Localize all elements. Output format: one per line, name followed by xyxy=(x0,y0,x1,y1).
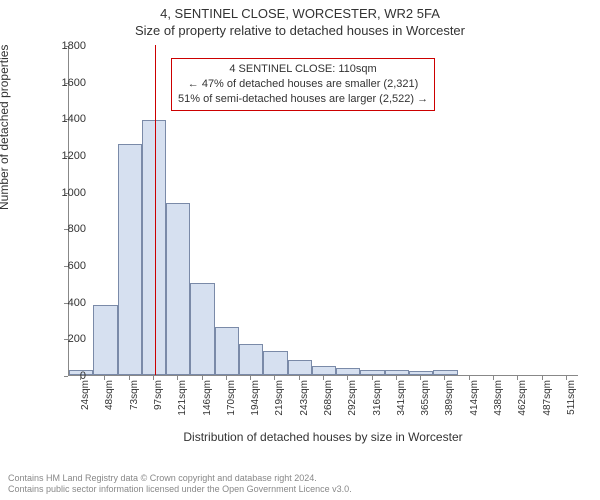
x-tick-label: 316sqm xyxy=(372,380,383,430)
x-tick-label: 487sqm xyxy=(542,380,553,430)
x-tick-label: 219sqm xyxy=(274,380,285,430)
histogram-bar xyxy=(360,370,384,376)
x-tick-label: 438sqm xyxy=(493,380,504,430)
histogram-bar xyxy=(263,351,287,375)
x-tick-label: 511sqm xyxy=(566,380,577,430)
histogram-bar xyxy=(312,366,336,375)
histogram-bar xyxy=(409,371,433,375)
y-tick-mark xyxy=(64,303,68,304)
histogram-bar xyxy=(142,120,166,375)
footer-attribution: Contains HM Land Registry data © Crown c… xyxy=(8,473,352,496)
histogram-bar xyxy=(239,344,263,375)
x-tick-label: 292sqm xyxy=(347,380,358,430)
y-tick-mark xyxy=(64,83,68,84)
histogram-bar xyxy=(190,283,214,375)
x-tick-label: 170sqm xyxy=(226,380,237,430)
y-tick-mark xyxy=(64,229,68,230)
x-tick-label: 73sqm xyxy=(129,380,140,430)
y-tick-mark xyxy=(64,266,68,267)
y-tick-mark xyxy=(64,119,68,120)
x-tick-label: 194sqm xyxy=(250,380,261,430)
histogram-bar xyxy=(385,370,409,376)
annotation-line-2: ← 47% of detached houses are smaller (2,… xyxy=(178,77,428,92)
annotation-box: 4 SENTINEL CLOSE: 110sqm ← 47% of detach… xyxy=(171,58,435,111)
histogram-bar xyxy=(93,305,117,375)
x-tick-label: 146sqm xyxy=(202,380,213,430)
histogram-bar xyxy=(288,360,312,375)
x-tick-label: 243sqm xyxy=(299,380,310,430)
page-subtitle: Size of property relative to detached ho… xyxy=(0,23,600,38)
x-tick-label: 24sqm xyxy=(80,380,91,430)
x-tick-label: 121sqm xyxy=(177,380,188,430)
x-tick-label: 414sqm xyxy=(469,380,480,430)
annotation-line-3: 51% of semi-detached houses are larger (… xyxy=(178,92,428,107)
y-axis-label: Number of detached properties xyxy=(0,45,11,210)
y-tick-mark xyxy=(64,339,68,340)
x-tick-label: 268sqm xyxy=(323,380,334,430)
histogram-bar xyxy=(336,368,360,375)
x-axis-label: Distribution of detached houses by size … xyxy=(68,430,578,444)
histogram-bar xyxy=(215,327,239,375)
x-tick-label: 48sqm xyxy=(104,380,115,430)
annotation-line-1: 4 SENTINEL CLOSE: 110sqm xyxy=(178,62,428,77)
x-tick-label: 389sqm xyxy=(444,380,455,430)
histogram-bar xyxy=(118,144,142,375)
page-title: 4, SENTINEL CLOSE, WORCESTER, WR2 5FA xyxy=(0,6,600,21)
histogram-bar xyxy=(433,370,457,376)
y-tick-mark xyxy=(64,156,68,157)
marker-line xyxy=(155,45,156,375)
y-tick-mark xyxy=(64,193,68,194)
plot-area: 4 SENTINEL CLOSE: 110sqm ← 47% of detach… xyxy=(68,46,578,376)
y-tick-mark xyxy=(64,376,68,377)
footer-line-2: Contains public sector information licen… xyxy=(8,484,352,496)
chart-container: Number of detached properties 4 SENTINEL… xyxy=(0,40,600,450)
y-tick-mark xyxy=(64,46,68,47)
x-tick-label: 462sqm xyxy=(517,380,528,430)
x-tick-label: 97sqm xyxy=(153,380,164,430)
x-tick-label: 341sqm xyxy=(396,380,407,430)
footer-line-1: Contains HM Land Registry data © Crown c… xyxy=(8,473,352,485)
x-tick-label: 365sqm xyxy=(420,380,431,430)
histogram-bar xyxy=(166,203,190,375)
